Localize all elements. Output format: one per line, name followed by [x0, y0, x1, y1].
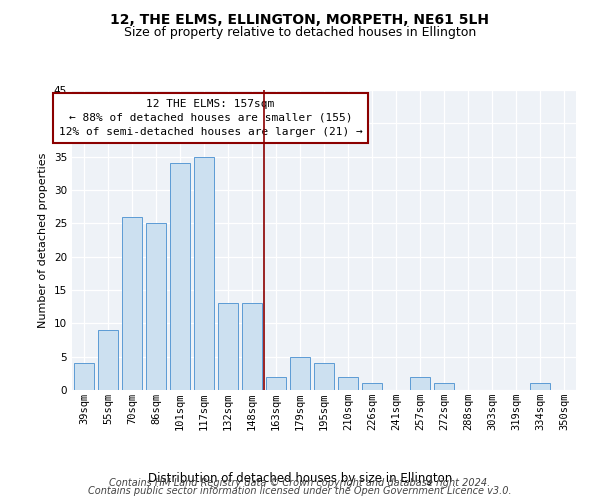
Bar [314, 364, 334, 390]
Text: Contains public sector information licensed under the Open Government Licence v3: Contains public sector information licen… [88, 486, 512, 496]
Bar [170, 164, 190, 390]
Bar [266, 376, 286, 390]
Text: Contains HM Land Registry data © Crown copyright and database right 2024.: Contains HM Land Registry data © Crown c… [109, 478, 491, 488]
Bar [146, 224, 166, 390]
Bar [74, 364, 94, 390]
Bar [410, 376, 430, 390]
Bar [290, 356, 310, 390]
Text: 12 THE ELMS: 157sqm
← 88% of detached houses are smaller (155)
12% of semi-detac: 12 THE ELMS: 157sqm ← 88% of detached ho… [59, 99, 362, 137]
Bar [362, 384, 382, 390]
Bar [338, 376, 358, 390]
Text: Size of property relative to detached houses in Ellington: Size of property relative to detached ho… [124, 26, 476, 39]
Bar [242, 304, 262, 390]
Bar [218, 304, 238, 390]
Bar [98, 330, 118, 390]
Text: 12, THE ELMS, ELLINGTON, MORPETH, NE61 5LH: 12, THE ELMS, ELLINGTON, MORPETH, NE61 5… [110, 12, 490, 26]
Bar [122, 216, 142, 390]
Bar [194, 156, 214, 390]
Bar [434, 384, 454, 390]
Y-axis label: Number of detached properties: Number of detached properties [38, 152, 49, 328]
Bar [530, 384, 550, 390]
Text: Distribution of detached houses by size in Ellington: Distribution of detached houses by size … [148, 472, 452, 485]
